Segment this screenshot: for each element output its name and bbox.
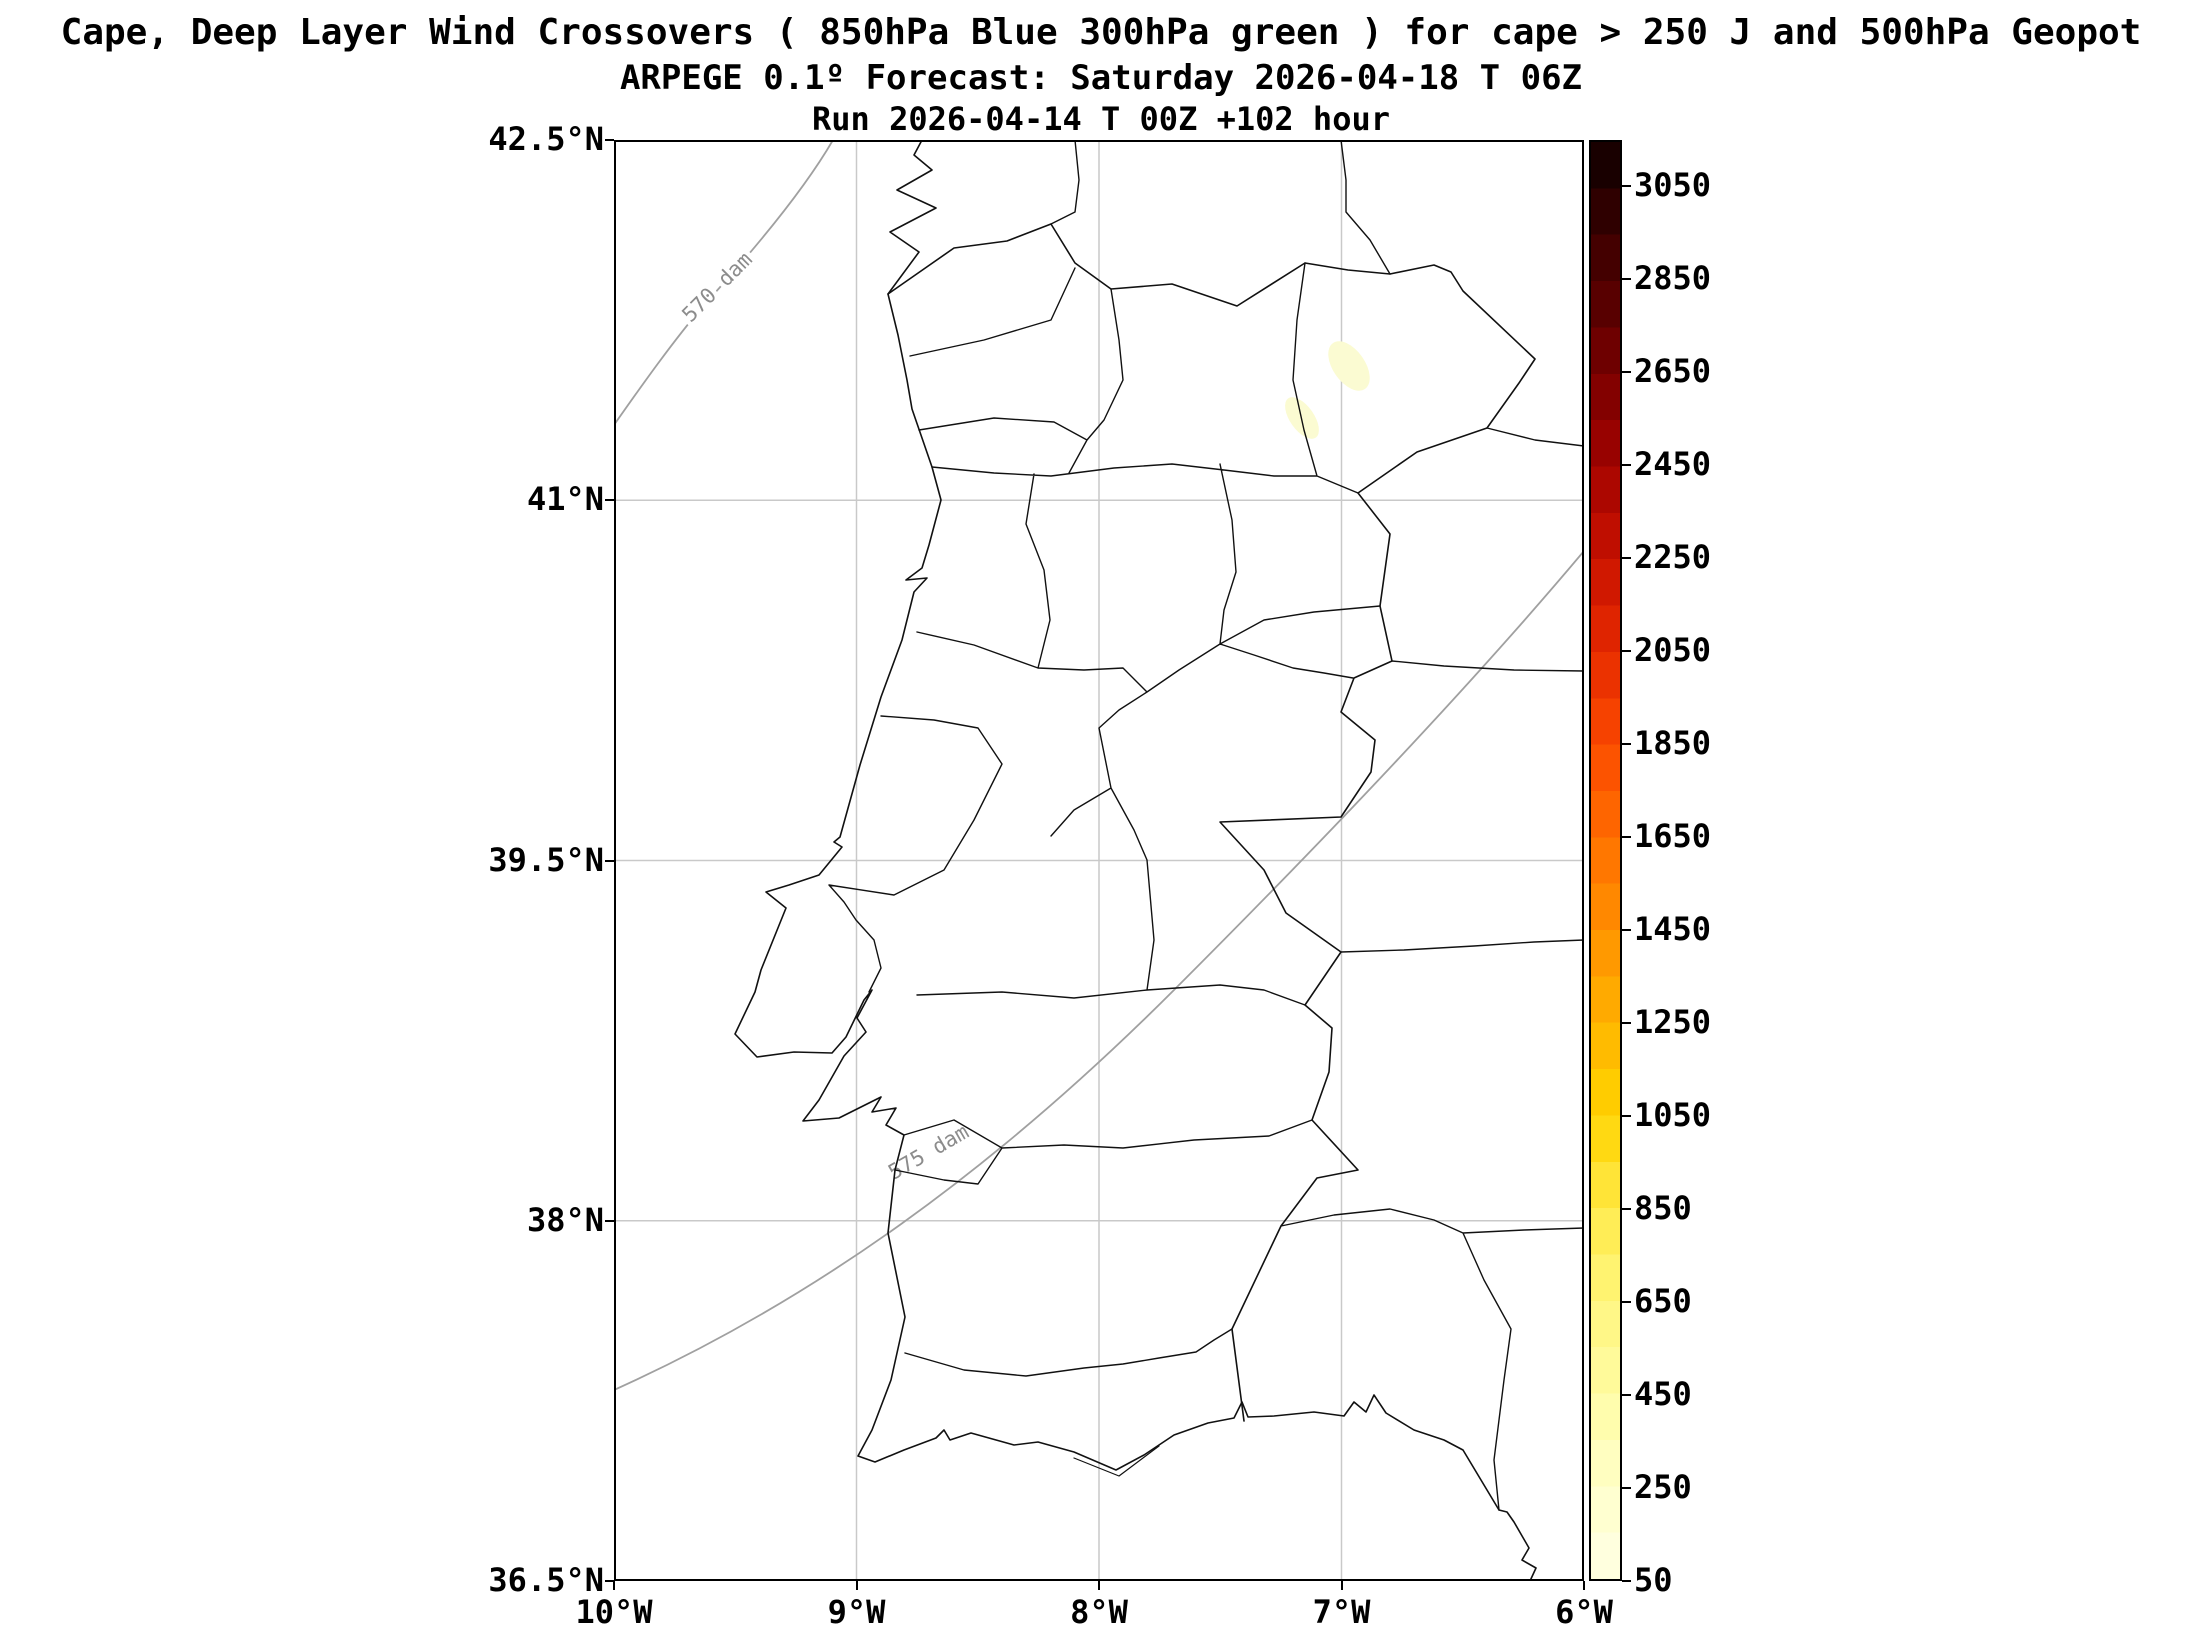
colorbar-tick-label: 850 [1634, 1189, 1692, 1228]
lat-tick-mark [605, 139, 614, 141]
lon-tick-label: 9°W [827, 1593, 886, 1631]
colorbar-tick-mark [1622, 743, 1631, 746]
lat-tick-mark [605, 499, 614, 502]
colorbar-tick-mark [1622, 185, 1631, 188]
colorbar-tick-label: 650 [1634, 1282, 1692, 1321]
grid-lines [614, 140, 1584, 1581]
geopotential-contour-575-line [614, 550, 1584, 1391]
lat-tick-label: 38°N [526, 1200, 604, 1239]
map-boundaries [734, 140, 1584, 1581]
geopotential-contours [614, 140, 1584, 1391]
colorbar-tick-label: 1050 [1634, 1096, 1712, 1135]
lon-tick-label: 8°W [1070, 1593, 1128, 1631]
colorbar-gradient [1591, 142, 1620, 1579]
chart-title-model: ARPEGE 0.1º Forecast: Saturday 2026-04-1… [619, 58, 1583, 98]
colorbar-tick-mark [1622, 1022, 1631, 1025]
colorbar-tick-label: 250 [1634, 1468, 1692, 1507]
contour-label-570: 570 dam [677, 247, 757, 327]
colorbar-tick-label: 1450 [1634, 910, 1712, 949]
coastline-path [734, 140, 1537, 1581]
lat-tick-label: 41°N [526, 480, 604, 519]
geopotential-contour-570-line [614, 140, 834, 426]
axes-border [614, 140, 1584, 1581]
lat-tick-label: 39.5°N [488, 840, 604, 879]
lat-tick-mark [605, 859, 614, 862]
cape-shaded-regions [1285, 341, 1370, 439]
cape-cell [1328, 341, 1370, 391]
chart-title-run: Run 2026-04-14 T 00Z +102 hour [812, 100, 1390, 138]
contour-labels: 570 dam 575 dam [673, 243, 978, 1189]
colorbar-tick-mark [1622, 557, 1631, 560]
colorbar-tick-label: 50 [1634, 1561, 1673, 1599]
colorbar [1589, 140, 1622, 1581]
colorbar-tick-label: 450 [1634, 1375, 1692, 1414]
lon-tick-mark [855, 1581, 858, 1590]
lon-tick-label: 10°W [575, 1593, 653, 1631]
lat-tick-label: 36.5°N [488, 1561, 604, 1599]
colorbar-tick-mark [1622, 371, 1631, 374]
colorbar-tick-label: 1650 [1634, 817, 1712, 856]
colorbar-tick-label: 1850 [1634, 724, 1712, 763]
colorbar-tick-label: 3050 [1634, 166, 1712, 205]
lat-tick-mark [605, 1219, 614, 1222]
colorbar-tick-mark [1622, 650, 1631, 653]
colorbar-tick-label: 2850 [1634, 259, 1712, 298]
colorbar-tick-mark [1622, 1301, 1631, 1304]
lon-tick-label: 7°W [1312, 1593, 1371, 1631]
colorbar-tick-mark [1622, 278, 1631, 281]
contour-label-575: 575 dam [884, 1119, 973, 1184]
chart-title-main: Cape, Deep Layer Wind Crossovers ( 850hP… [60, 12, 2142, 53]
lon-tick-mark [1098, 1581, 1100, 1590]
colorbar-tick-mark [1622, 1208, 1631, 1211]
colorbar-tick-label: 2650 [1634, 352, 1712, 391]
lon-tick-mark [613, 1581, 615, 1590]
colorbar-tick-mark [1622, 1487, 1631, 1490]
colorbar-tick-label: 2450 [1634, 445, 1712, 484]
colorbar-tick-label: 2050 [1634, 631, 1712, 670]
country-border-path [887, 223, 1536, 1422]
colorbar-tick-mark [1622, 1580, 1631, 1582]
colorbar-tick-mark [1622, 1394, 1631, 1397]
lon-tick-label: 6°W [1555, 1593, 1613, 1631]
colorbar-tick-mark [1622, 1115, 1631, 1118]
colorbar-tick-mark [1622, 836, 1631, 839]
lat-tick-label: 42.5°N [488, 120, 604, 158]
map-plot-area: 570 dam 575 dam [614, 140, 1584, 1581]
colorbar-tick-label: 1250 [1634, 1003, 1712, 1042]
colorbar-tick-label: 2250 [1634, 538, 1712, 577]
colorbar-tick-mark [1622, 929, 1631, 932]
district-boundaries-path [828, 140, 1584, 1511]
colorbar-tick-mark [1622, 464, 1631, 467]
faro-lagoon-spit-path [1073, 1445, 1160, 1477]
map-svg: 570 dam 575 dam [614, 140, 1584, 1581]
lon-tick-mark [1340, 1581, 1343, 1590]
lat-tick-mark [605, 1580, 614, 1582]
lon-tick-mark [1583, 1581, 1585, 1590]
